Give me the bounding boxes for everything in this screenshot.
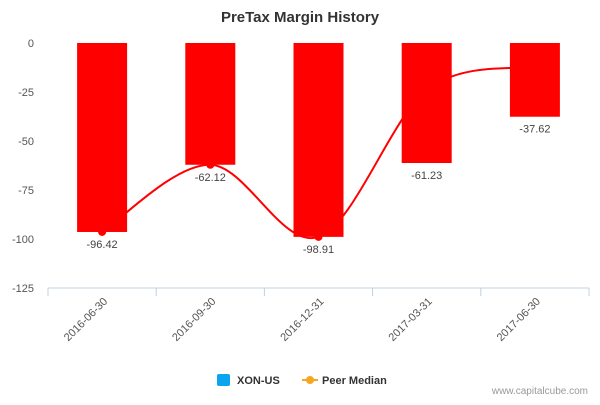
peer-median-point[interactable] bbox=[98, 227, 107, 236]
peer-median-point[interactable] bbox=[206, 160, 215, 169]
x-tick-label: 2016-12-31 bbox=[278, 296, 326, 344]
y-tick-label: -75 bbox=[18, 185, 34, 197]
x-tick-label: 2017-03-31 bbox=[387, 296, 435, 344]
legend: XON-US Peer Median bbox=[217, 374, 387, 387]
x-tick-label: 2016-06-30 bbox=[62, 296, 110, 344]
y-axis: 0 -25 -50 -75 -100 -125 bbox=[12, 38, 34, 295]
y-tick-label: -25 bbox=[18, 87, 34, 99]
peer-median-point[interactable] bbox=[314, 232, 323, 241]
peer-median-point[interactable] bbox=[422, 86, 431, 95]
bar[interactable] bbox=[293, 43, 344, 237]
chart-title: PreTax Margin History bbox=[221, 9, 380, 26]
watermark: www.capitalcube.com bbox=[491, 386, 588, 397]
bar-data-label: -61.23 bbox=[411, 170, 442, 182]
y-tick-label: -125 bbox=[12, 283, 34, 295]
x-axis: 2016-06-30 2016-09-30 2016-12-31 2017-03-31… bbox=[47, 287, 590, 344]
peer-median-series bbox=[98, 62, 539, 241]
x-tick-label: 2017-06-30 bbox=[495, 296, 543, 344]
y-tick-label: 0 bbox=[28, 38, 34, 50]
bar[interactable] bbox=[509, 43, 560, 117]
bar-data-label: -37.62 bbox=[519, 124, 550, 136]
bar-data-label: -96.42 bbox=[86, 239, 117, 251]
bar-data-label: -62.12 bbox=[195, 172, 226, 184]
legend-item-peer[interactable]: Peer Median bbox=[302, 375, 387, 387]
bar[interactable] bbox=[77, 43, 128, 232]
legend-item-primary[interactable]: XON-US bbox=[217, 374, 280, 387]
bar-series bbox=[77, 43, 560, 237]
y-tick-label: -50 bbox=[18, 136, 34, 148]
x-tick-label: 2016-09-30 bbox=[170, 296, 218, 344]
legend-peer-label: Peer Median bbox=[322, 375, 387, 387]
legend-peer-marker-icon bbox=[306, 376, 314, 384]
bar[interactable] bbox=[185, 43, 236, 165]
bar[interactable] bbox=[401, 43, 452, 164]
peer-median-point[interactable] bbox=[530, 62, 539, 71]
bar-data-label: -98.91 bbox=[303, 244, 334, 256]
data-labels: -96.42 -62.12 -98.91 -61.23 -37.62 bbox=[86, 124, 550, 256]
y-tick-label: -100 bbox=[12, 234, 34, 246]
legend-primary-swatch bbox=[217, 374, 230, 386]
legend-primary-label: XON-US bbox=[237, 375, 280, 387]
